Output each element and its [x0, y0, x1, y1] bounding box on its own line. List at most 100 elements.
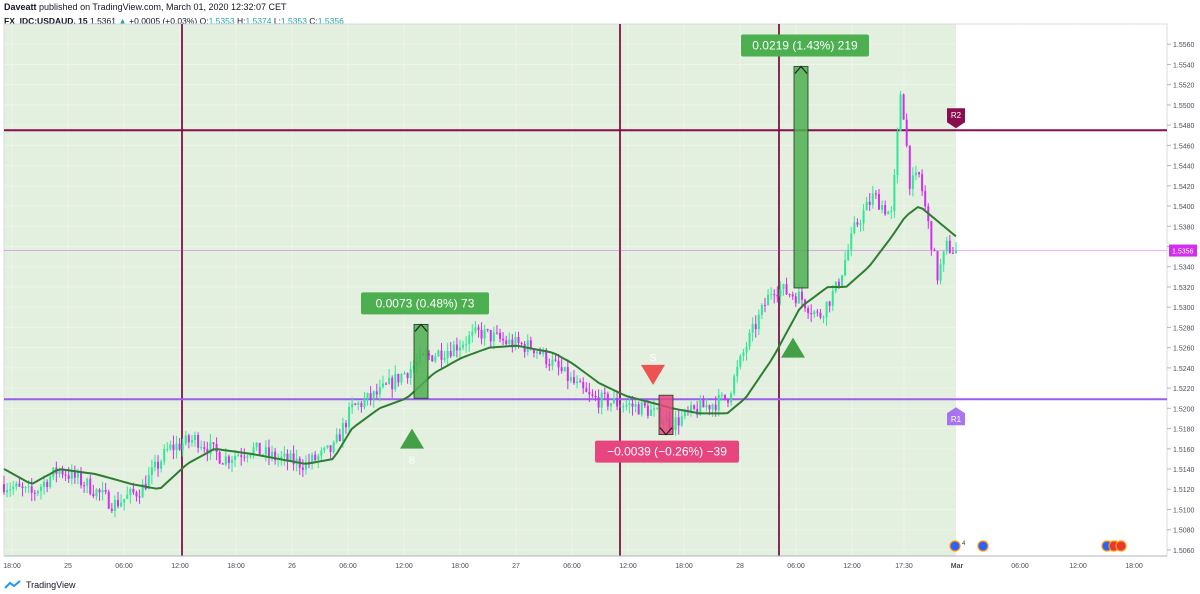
- candle[interactable]: [157, 455, 160, 477]
- candle[interactable]: [314, 450, 317, 462]
- candle[interactable]: [800, 286, 803, 306]
- candle[interactable]: [483, 324, 486, 346]
- candle[interactable]: [138, 489, 141, 504]
- candle[interactable]: [104, 482, 107, 495]
- candle[interactable]: [169, 440, 172, 451]
- candle[interactable]: [357, 400, 360, 411]
- candle[interactable]: [742, 348, 745, 362]
- candle[interactable]: [230, 455, 233, 472]
- candle[interactable]: [274, 447, 277, 465]
- candle[interactable]: [893, 168, 896, 218]
- candle[interactable]: [304, 455, 307, 475]
- candle[interactable]: [240, 447, 243, 466]
- candle[interactable]: [344, 420, 347, 434]
- candle[interactable]: [945, 236, 948, 255]
- candle[interactable]: [462, 340, 465, 351]
- candle[interactable]: [200, 440, 203, 451]
- candle[interactable]: [831, 284, 834, 312]
- candle[interactable]: [634, 400, 637, 413]
- candle[interactable]: [649, 402, 652, 417]
- candle[interactable]: [187, 433, 190, 449]
- candle[interactable]: [409, 361, 412, 385]
- candle[interactable]: [585, 382, 588, 393]
- candle[interactable]: [98, 488, 101, 501]
- candle[interactable]: [813, 310, 816, 318]
- candle[interactable]: [80, 467, 83, 489]
- candle[interactable]: [372, 390, 375, 408]
- candle[interactable]: [628, 395, 631, 414]
- candle[interactable]: [730, 391, 733, 406]
- candle[interactable]: [613, 390, 616, 404]
- candle[interactable]: [443, 350, 446, 363]
- candle[interactable]: [532, 348, 535, 358]
- candle[interactable]: [6, 483, 9, 498]
- candle[interactable]: [477, 324, 480, 338]
- candle[interactable]: [64, 469, 67, 482]
- candle[interactable]: [252, 442, 255, 459]
- candle[interactable]: [428, 350, 431, 361]
- candle[interactable]: [86, 477, 89, 494]
- candle[interactable]: [49, 473, 52, 489]
- candle[interactable]: [905, 113, 908, 148]
- tradingview-brand[interactable]: TradingView: [4, 577, 76, 593]
- candle[interactable]: [508, 332, 511, 347]
- candle[interactable]: [548, 358, 551, 372]
- candle[interactable]: [810, 304, 813, 323]
- candle[interactable]: [853, 216, 856, 235]
- candle[interactable]: [455, 337, 458, 358]
- candle[interactable]: [825, 301, 828, 326]
- candle[interactable]: [951, 246, 954, 254]
- candle[interactable]: [95, 488, 98, 501]
- measure-tool[interactable]: 0.0219 (1.43%) 219: [741, 34, 869, 289]
- candle[interactable]: [499, 328, 502, 343]
- candle[interactable]: [46, 479, 49, 493]
- candle[interactable]: [15, 481, 18, 491]
- candle[interactable]: [569, 372, 572, 384]
- candle[interactable]: [862, 204, 865, 231]
- candle[interactable]: [939, 258, 942, 285]
- candle[interactable]: [807, 305, 810, 320]
- candle[interactable]: [881, 200, 884, 214]
- candle[interactable]: [120, 494, 123, 508]
- candle[interactable]: [868, 193, 871, 211]
- candle[interactable]: [70, 464, 73, 485]
- candle[interactable]: [135, 490, 138, 502]
- candle[interactable]: [385, 382, 388, 386]
- candle[interactable]: [705, 397, 708, 412]
- candle[interactable]: [557, 353, 560, 376]
- candle[interactable]: [908, 145, 911, 196]
- candle[interactable]: [597, 389, 600, 414]
- buy-signal[interactable]: B: [400, 428, 424, 467]
- candle[interactable]: [576, 375, 579, 389]
- candle[interactable]: [172, 435, 175, 460]
- candle[interactable]: [354, 402, 357, 406]
- candle[interactable]: [841, 274, 844, 288]
- candle[interactable]: [739, 354, 742, 370]
- candle[interactable]: [369, 385, 372, 406]
- candle[interactable]: [440, 342, 443, 368]
- candle[interactable]: [39, 484, 42, 500]
- candle[interactable]: [717, 388, 720, 417]
- candle[interactable]: [955, 242, 957, 254]
- candle[interactable]: [844, 251, 847, 277]
- candle[interactable]: [243, 448, 246, 462]
- candle[interactable]: [736, 359, 739, 383]
- candle[interactable]: [184, 430, 187, 446]
- candle[interactable]: [911, 167, 914, 197]
- candle[interactable]: [884, 200, 887, 216]
- candle[interactable]: [887, 210, 890, 215]
- candle[interactable]: [871, 185, 874, 209]
- candle[interactable]: [486, 328, 489, 333]
- candle[interactable]: [335, 428, 338, 444]
- candle[interactable]: [579, 378, 582, 383]
- candle[interactable]: [770, 287, 773, 300]
- candle[interactable]: [397, 373, 400, 387]
- candle[interactable]: [400, 372, 403, 386]
- candle[interactable]: [563, 366, 566, 372]
- candle[interactable]: [209, 434, 212, 460]
- candle[interactable]: [431, 354, 434, 362]
- author-name[interactable]: Daveatt: [4, 2, 37, 12]
- candle[interactable]: [329, 445, 332, 459]
- candle[interactable]: [366, 392, 369, 406]
